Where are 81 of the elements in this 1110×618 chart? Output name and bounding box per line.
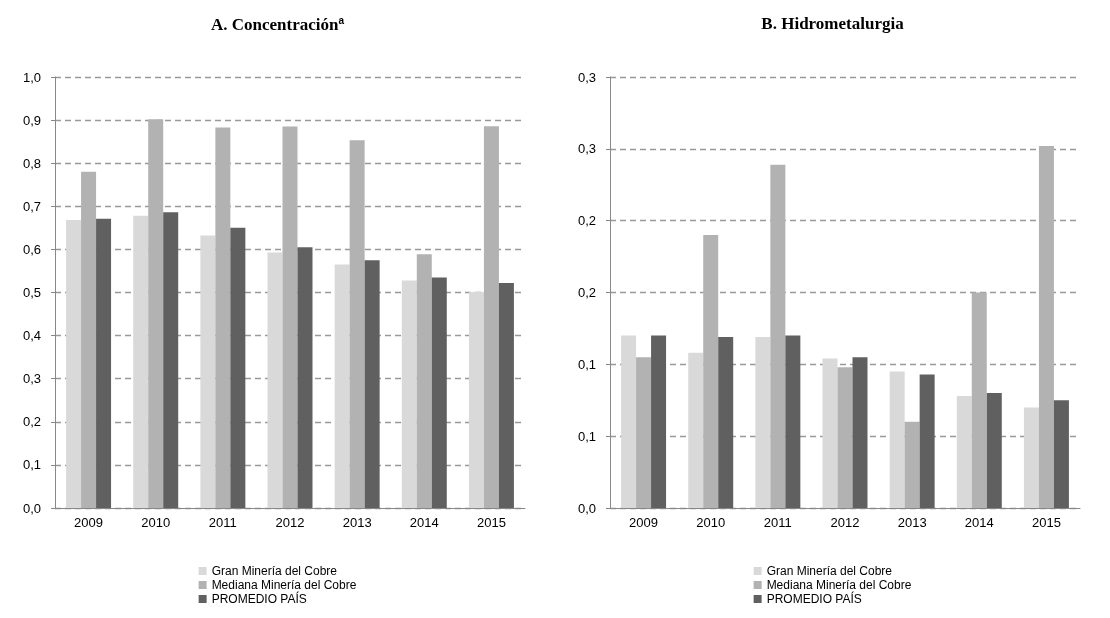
bar xyxy=(904,421,920,508)
bar xyxy=(956,395,972,508)
bar xyxy=(282,126,298,508)
legend-label: PROMEDIO PAÍS xyxy=(211,591,307,606)
bar xyxy=(703,235,719,508)
y-tick-label: 0,3 xyxy=(577,141,596,157)
bar xyxy=(688,352,704,508)
legend-label: PROMEDIO PAÍS xyxy=(766,591,862,606)
bar xyxy=(889,371,905,508)
bar xyxy=(785,335,801,508)
bar xyxy=(483,126,499,508)
bar xyxy=(621,335,637,508)
legend-label: Gran Minería del Cobre xyxy=(211,564,338,578)
bar xyxy=(297,247,313,508)
bar xyxy=(837,367,853,508)
x-tick-label: 2011 xyxy=(763,515,792,530)
bar xyxy=(267,252,283,508)
y-tick-label: 1,0 xyxy=(22,69,41,85)
bar xyxy=(718,337,734,508)
bar xyxy=(133,215,149,508)
bar xyxy=(986,393,1002,508)
bar xyxy=(971,292,987,508)
y-tick-label: 0,9 xyxy=(22,112,41,128)
y-tick-label: 0,1 xyxy=(577,428,596,444)
bar xyxy=(755,337,771,508)
bar xyxy=(163,212,179,508)
bar xyxy=(200,235,216,508)
x-tick-label: 2014 xyxy=(964,515,994,530)
bar xyxy=(636,357,652,508)
y-tick-label: 0,6 xyxy=(22,241,41,257)
bar xyxy=(96,218,112,508)
bar xyxy=(1023,407,1039,508)
bar xyxy=(81,171,97,508)
x-tick-label: 2015 xyxy=(476,515,506,530)
bar xyxy=(416,254,432,508)
bar xyxy=(230,227,246,508)
x-tick-label: 2012 xyxy=(830,515,860,530)
bar xyxy=(468,292,484,508)
bar xyxy=(431,277,447,508)
bar xyxy=(498,283,514,508)
x-tick-label: 2013 xyxy=(342,515,372,530)
y-tick-label: 0,1 xyxy=(22,457,41,473)
bar xyxy=(364,260,380,508)
bar xyxy=(822,358,838,508)
legend-label: Mediana Minería del Cobre xyxy=(211,578,357,592)
bar xyxy=(1038,145,1054,508)
bar xyxy=(919,374,935,508)
y-tick-label: 0,3 xyxy=(22,371,41,387)
x-tick-label: 2010 xyxy=(141,515,171,530)
bar xyxy=(349,140,365,508)
bar xyxy=(148,119,164,508)
bar xyxy=(66,220,82,508)
bar xyxy=(1053,400,1069,508)
x-tick-label: 2009 xyxy=(74,515,104,530)
y-tick-label: 0,5 xyxy=(22,285,41,300)
y-tick-label: 0,0 xyxy=(577,500,596,516)
x-tick-label: 2013 xyxy=(897,515,927,530)
x-tick-label: 2015 xyxy=(1031,515,1061,530)
x-tick-label: 2012 xyxy=(275,515,305,530)
x-tick-label: 2011 xyxy=(208,515,237,530)
bar xyxy=(770,164,786,508)
bar xyxy=(401,280,417,508)
y-tick-label: 0,1 xyxy=(577,356,596,372)
y-tick-label: 0,7 xyxy=(22,198,41,214)
bar xyxy=(215,127,231,508)
legend-label: Gran Minería del Cobre xyxy=(766,564,893,578)
bar xyxy=(334,264,350,508)
x-tick-label: 2014 xyxy=(409,515,439,530)
legend-label: Mediana Minería del Cobre xyxy=(766,578,912,592)
y-tick-label: 0,2 xyxy=(22,414,41,430)
x-tick-label: 2010 xyxy=(696,515,726,530)
y-tick-label: 0,4 xyxy=(22,328,41,344)
chart-title: B. Hidrometalurgia xyxy=(761,14,905,33)
x-tick-label: 2009 xyxy=(629,515,659,530)
y-tick-label: 0,0 xyxy=(22,500,41,516)
y-tick-label: 0,2 xyxy=(577,213,596,229)
y-tick-label: 0,2 xyxy=(577,285,596,300)
bar xyxy=(651,335,667,508)
y-tick-label: 0,8 xyxy=(22,155,41,171)
bar xyxy=(852,357,868,508)
y-tick-label: 0,3 xyxy=(577,69,596,85)
